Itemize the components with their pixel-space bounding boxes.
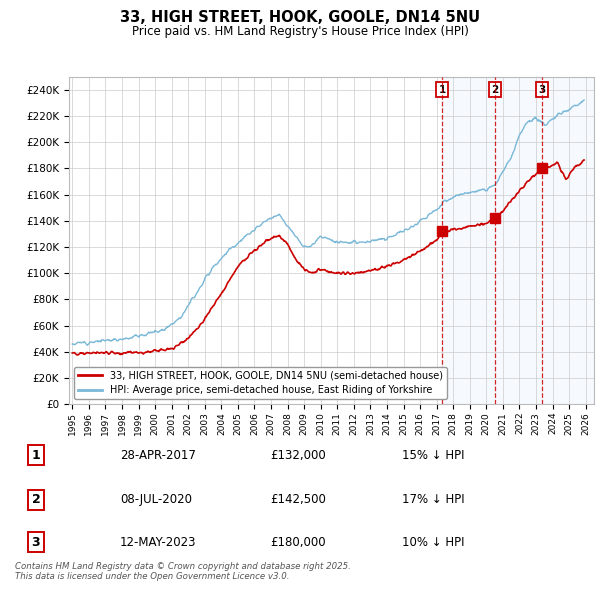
Text: 10% ↓ HPI: 10% ↓ HPI [402, 536, 464, 549]
Text: 15% ↓ HPI: 15% ↓ HPI [402, 449, 464, 462]
Text: 08-JUL-2020: 08-JUL-2020 [120, 493, 192, 506]
Text: 33, HIGH STREET, HOOK, GOOLE, DN14 5NU: 33, HIGH STREET, HOOK, GOOLE, DN14 5NU [120, 10, 480, 25]
Text: Contains HM Land Registry data © Crown copyright and database right 2025.
This d: Contains HM Land Registry data © Crown c… [15, 562, 351, 581]
Text: 3: 3 [539, 85, 546, 95]
Text: £180,000: £180,000 [270, 536, 326, 549]
Text: 2: 2 [491, 85, 499, 95]
Legend: 33, HIGH STREET, HOOK, GOOLE, DN14 5NU (semi-detached house), HPI: Average price: 33, HIGH STREET, HOOK, GOOLE, DN14 5NU (… [74, 366, 447, 399]
Text: £142,500: £142,500 [270, 493, 326, 506]
Text: 12-MAY-2023: 12-MAY-2023 [120, 536, 197, 549]
Text: 1: 1 [32, 449, 40, 462]
Text: 1: 1 [439, 85, 446, 95]
Text: 2: 2 [32, 493, 40, 506]
Text: £132,000: £132,000 [270, 449, 326, 462]
Text: 17% ↓ HPI: 17% ↓ HPI [402, 493, 464, 506]
Text: 3: 3 [32, 536, 40, 549]
Text: 28-APR-2017: 28-APR-2017 [120, 449, 196, 462]
Text: Price paid vs. HM Land Registry's House Price Index (HPI): Price paid vs. HM Land Registry's House … [131, 25, 469, 38]
Bar [442, 77, 594, 404]
